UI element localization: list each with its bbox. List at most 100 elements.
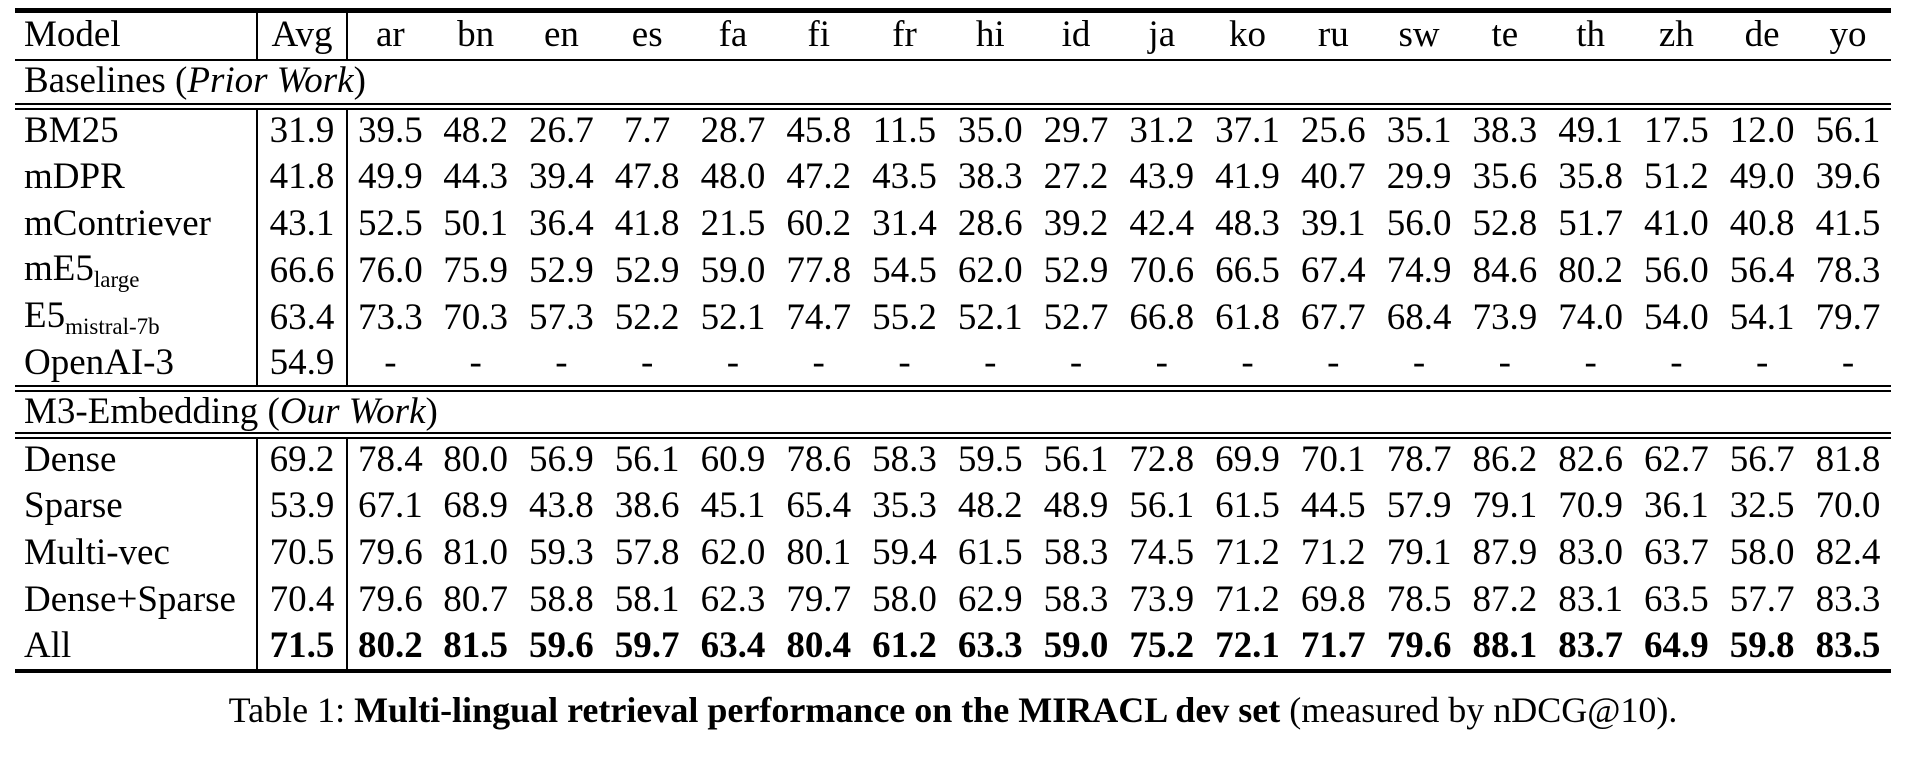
score-cell-yo: 83.5 (1815, 624, 1881, 666)
score-cell-zh: 63.7 (1643, 531, 1709, 573)
score-cell-de: 49.0 (1729, 155, 1795, 197)
score-cell-yo: 79.7 (1815, 296, 1881, 338)
avg-score-cell: 63.4 (257, 294, 348, 342)
score-cell-ja: 70.6 (1129, 249, 1195, 291)
column-header-lang-th: th (1576, 14, 1605, 56)
score-cell-es: 38.6 (614, 484, 680, 526)
score-cell-ar: 52.5 (358, 202, 423, 244)
score-cell-ko: 41.9 (1215, 155, 1280, 197)
score-cell-id: 29.7 (1043, 110, 1109, 152)
score-cell-hi: 61.5 (957, 531, 1023, 573)
column-header-model: Model (15, 10, 258, 60)
table-caption: Table 1: Multi-lingual retrieval perform… (0, 689, 1906, 732)
score-cell-fr: 55.2 (872, 296, 937, 338)
section-title-italic: Our Work (279, 390, 426, 432)
score-cell-bn: 68.9 (443, 484, 509, 526)
table-row: Sparse 53.9 67.1 68.9 43.8 38.6 45.1 65.4 35.3 48… (15, 482, 1891, 530)
model-name: Dense+Sparse (24, 578, 236, 620)
score-cell-th: 35.8 (1558, 155, 1623, 197)
column-header-lang-en: en (543, 14, 579, 56)
table-row: Dense+Sparse 70.4 79.6 80.7 58.8 58.1 62.3 79.7… (15, 576, 1891, 624)
score-cell-zh: 41.0 (1643, 202, 1709, 244)
score-cell-zh: 54.0 (1643, 296, 1709, 338)
score-cell-hi: 62.0 (957, 249, 1023, 291)
section-title-italic: Prior Work (187, 60, 354, 102)
table-head: Model Avg ar bn en es fa fi fr hi id ja ko ru sw te th zh… (15, 10, 1891, 60)
score-cell-fa: 21.5 (700, 202, 766, 244)
score-cell-es: 56.1 (614, 439, 680, 481)
score-cell-de: - (1755, 341, 1769, 383)
score-cell-de: 59.8 (1729, 624, 1795, 666)
score-cell-ko: 69.9 (1215, 439, 1280, 481)
score-cell-ja: 72.8 (1129, 439, 1195, 481)
score-cell-ja: 43.9 (1129, 155, 1195, 197)
score-cell-fr: 43.5 (872, 155, 937, 197)
model-name: Multi-vec (24, 531, 170, 573)
score-cell-en: - (555, 341, 568, 383)
score-cell-ko: 61.8 (1215, 296, 1280, 338)
score-cell-ru: 70.1 (1300, 439, 1366, 481)
score-cell-ru: 25.6 (1300, 110, 1366, 152)
score-cell-en: 52.9 (529, 249, 594, 291)
table-row: mContriever 43.1 52.5 50.1 36.4 41.8 21.5 60.2 3… (15, 200, 1891, 248)
section-title-suffix: ) (353, 60, 366, 102)
score-cell-de: 32.5 (1729, 484, 1795, 526)
score-cell-ru: 40.7 (1300, 155, 1366, 197)
score-cell-fi: 80.4 (786, 624, 852, 666)
column-header-lang-es: es (631, 14, 663, 56)
score-cell-de: 12.0 (1729, 110, 1795, 152)
model-name-cell: Dense (15, 435, 258, 483)
score-cell-te: 38.3 (1472, 110, 1538, 152)
avg-score-cell: 43.1 (257, 200, 348, 248)
score-cell-fi: 60.2 (786, 202, 852, 244)
score-cell-es: 7.7 (624, 110, 671, 152)
column-header-avg: Avg (257, 10, 348, 60)
score-cell-fi: 45.8 (786, 110, 852, 152)
column-header-lang-zh: zh (1658, 14, 1694, 56)
score-cell-zh: 17.5 (1643, 110, 1709, 152)
score-cell-es: 57.8 (614, 531, 680, 573)
score-cell-ru: 67.4 (1300, 249, 1366, 291)
score-cell-en: 43.8 (529, 484, 594, 526)
column-header-lang-ru: ru (1317, 14, 1349, 56)
results-table: Model Avg ar bn en es fa fi fr hi id ja ko ru sw te th zh… (15, 8, 1891, 673)
section-title: M3-Embedding (Our Work) (15, 389, 1891, 436)
score-cell-sw: 74.9 (1386, 249, 1452, 291)
score-cell-id: 27.2 (1043, 155, 1109, 197)
column-header-lang-ko: ko (1229, 14, 1267, 56)
score-cell-sw: 79.1 (1386, 531, 1452, 573)
score-cell-bn: 70.3 (443, 296, 509, 338)
score-cell-fi: 80.1 (786, 531, 852, 573)
score-cell-ko: 72.1 (1215, 624, 1280, 666)
score-cell-fi: 78.6 (786, 439, 852, 481)
score-cell-ko: 71.2 (1215, 531, 1280, 573)
score-cell-ja: 73.9 (1129, 578, 1195, 620)
score-cell-ja: 75.2 (1129, 624, 1195, 666)
score-cell-hi: 48.2 (957, 484, 1023, 526)
avg-score-cell: 71.5 (257, 623, 348, 671)
score-cell-fi: 79.7 (786, 578, 852, 620)
score-cell-en: 59.6 (529, 624, 594, 666)
score-cell-yo: 83.3 (1815, 578, 1881, 620)
score-cell-ja: 56.1 (1129, 484, 1195, 526)
model-name: Dense (24, 439, 117, 481)
score-cell-en: 57.3 (529, 296, 594, 338)
score-cell-fa: 60.9 (700, 439, 766, 481)
score-cell-ar: 78.4 (358, 439, 423, 481)
score-cell-th: 83.0 (1558, 531, 1623, 573)
score-cell-hi: - (984, 341, 997, 383)
model-name: OpenAI-3 (24, 341, 175, 383)
score-cell-fi: 47.2 (786, 155, 852, 197)
score-cell-sw: 56.0 (1386, 202, 1452, 244)
score-cell-zh: 56.0 (1643, 249, 1709, 291)
score-cell-fa: 45.1 (700, 484, 766, 526)
score-cell-ar: 67.1 (358, 484, 423, 526)
column-header-lang-te: te (1491, 14, 1519, 56)
model-name-cell: BM25 (15, 106, 258, 154)
score-cell-fr: - (898, 341, 911, 383)
score-cell-hi: 35.0 (957, 110, 1023, 152)
score-cell-th: 80.2 (1558, 249, 1623, 291)
column-header-lang-de: de (1744, 14, 1780, 56)
score-cell-sw: 78.7 (1386, 439, 1452, 481)
score-cell-ru: 44.5 (1300, 484, 1366, 526)
